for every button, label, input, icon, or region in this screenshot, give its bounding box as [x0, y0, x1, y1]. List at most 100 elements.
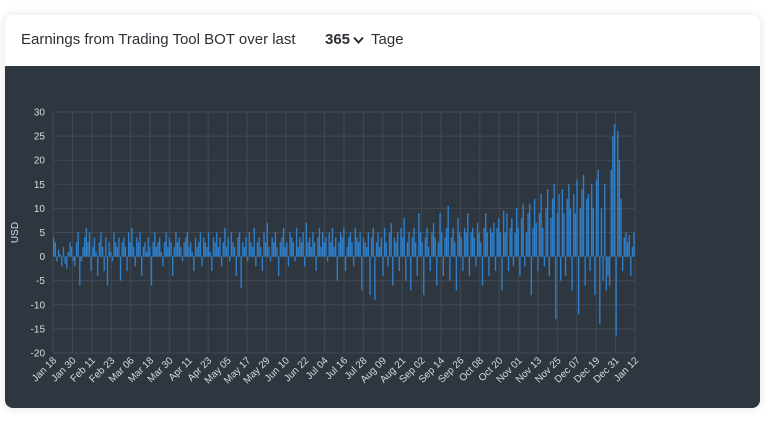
bar: [576, 179, 578, 257]
bar: [633, 232, 635, 257]
bar: [452, 227, 454, 257]
bar: [64, 256, 66, 264]
bar: [387, 256, 389, 267]
bar: [476, 222, 479, 257]
bar: [173, 246, 176, 257]
bar: [149, 246, 151, 257]
bar: [225, 246, 228, 257]
bar: [494, 256, 497, 272]
bar: [141, 256, 143, 276]
bar: [471, 227, 474, 257]
bar: [295, 227, 298, 257]
bar: [489, 227, 492, 257]
bar: [222, 242, 224, 257]
bar: [542, 227, 544, 257]
bar: [501, 256, 503, 291]
bar: [206, 246, 208, 257]
bar: [410, 256, 412, 291]
bar: [67, 251, 70, 257]
bar: [369, 256, 371, 296]
bar: [400, 227, 402, 257]
bar: [491, 232, 493, 257]
bar: [247, 256, 249, 262]
bar: [82, 246, 84, 257]
bar: [590, 184, 593, 257]
bar: [243, 246, 246, 257]
y-tick-label: 15: [34, 180, 46, 191]
bar: [359, 232, 361, 257]
bar: [271, 237, 273, 257]
bar: [224, 227, 226, 257]
bar: [434, 237, 436, 257]
bar: [188, 246, 190, 257]
bar: [136, 237, 138, 257]
bar: [488, 256, 490, 276]
bar: [170, 242, 172, 257]
bar: [167, 246, 169, 257]
bar: [175, 232, 177, 257]
bar: [323, 242, 326, 257]
bar: [467, 213, 469, 257]
bar: [631, 246, 634, 257]
bar: [429, 256, 431, 272]
bar: [454, 242, 456, 257]
bar: [237, 237, 239, 257]
bar: [530, 256, 533, 296]
bar: [426, 227, 428, 257]
bar: [152, 242, 154, 257]
bar: [343, 227, 345, 257]
bar: [579, 208, 581, 257]
bar: [144, 242, 146, 257]
bar: [388, 232, 391, 257]
bar: [268, 246, 270, 257]
bar: [379, 246, 381, 257]
bar: [105, 237, 107, 257]
bar: [357, 242, 360, 257]
bar: [292, 242, 295, 257]
bar: [132, 246, 135, 257]
bar: [93, 237, 96, 257]
bar: [289, 232, 291, 257]
bar: [441, 232, 443, 257]
bar: [219, 237, 221, 257]
bar: [118, 237, 120, 257]
bar: [532, 227, 534, 257]
y-tick-label: 30: [34, 108, 46, 119]
bar: [473, 237, 475, 257]
bar: [442, 256, 445, 276]
bar: [263, 232, 265, 257]
bar: [277, 256, 280, 276]
bar: [61, 256, 63, 267]
bar: [204, 242, 206, 257]
bar: [377, 232, 379, 257]
bar: [134, 256, 136, 267]
bar: [299, 237, 301, 257]
bar: [256, 242, 259, 257]
y-axis-label: USD: [10, 222, 21, 243]
chart-title: Earnings from Trading Tool BOT over last: [21, 31, 296, 48]
bar: [147, 237, 149, 257]
bar: [432, 222, 435, 257]
bar: [282, 227, 285, 257]
bar: [630, 256, 632, 276]
bar: [395, 242, 397, 257]
bar: [458, 232, 461, 257]
bar: [158, 237, 161, 257]
bar: [264, 242, 267, 257]
bar: [486, 232, 489, 257]
bar: [235, 256, 237, 276]
period-dropdown[interactable]: 365 Tage: [325, 31, 404, 48]
bar: [186, 232, 189, 257]
bar: [419, 232, 422, 257]
bar: [348, 237, 350, 257]
bar: [266, 222, 268, 257]
bar: [150, 256, 153, 286]
y-tick-label: -20: [31, 349, 46, 360]
bar: [70, 246, 73, 257]
bar: [535, 222, 537, 257]
bar: [300, 242, 303, 257]
bar: [313, 242, 316, 257]
bar: [354, 227, 356, 257]
bar: [380, 237, 383, 257]
bar: [496, 227, 498, 257]
